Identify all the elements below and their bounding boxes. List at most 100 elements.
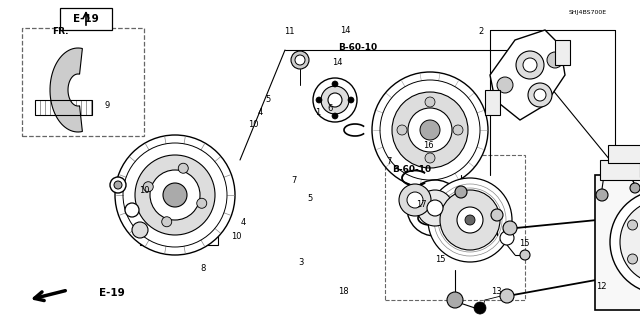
Bar [35, 100, 92, 115]
Circle shape [628, 254, 637, 264]
Text: 7: 7 [291, 176, 296, 185]
Circle shape [474, 302, 486, 314]
Circle shape [135, 155, 215, 235]
Text: 15: 15 [435, 255, 445, 264]
Text: FR.: FR. [52, 27, 69, 36]
Bar [555, 40, 570, 65]
Text: 14: 14 [332, 58, 342, 67]
Text: 9: 9 [105, 101, 110, 110]
Text: 10: 10 [248, 120, 259, 129]
Text: 16: 16 [424, 141, 434, 150]
Circle shape [610, 190, 640, 294]
Circle shape [407, 180, 463, 236]
Circle shape [392, 92, 468, 168]
Text: 2: 2 [479, 27, 484, 36]
Text: 18: 18 [338, 287, 348, 296]
Circle shape [628, 220, 637, 230]
Circle shape [534, 89, 546, 101]
Circle shape [408, 108, 452, 152]
Circle shape [453, 125, 463, 135]
Text: E-19: E-19 [73, 14, 99, 24]
Polygon shape [50, 48, 83, 132]
Text: 10: 10 [139, 186, 149, 195]
Bar [140, 155, 218, 245]
Text: 15: 15 [520, 239, 530, 248]
Circle shape [407, 192, 423, 208]
Circle shape [316, 97, 322, 103]
Circle shape [457, 207, 483, 233]
Circle shape [491, 209, 503, 221]
Circle shape [630, 183, 640, 193]
Text: 12: 12 [596, 282, 607, 291]
Circle shape [447, 292, 463, 308]
Circle shape [313, 78, 357, 122]
Text: 10: 10 [232, 232, 242, 241]
Text: 5: 5 [265, 95, 270, 104]
Circle shape [465, 215, 475, 225]
Circle shape [500, 289, 514, 303]
Text: 4: 4 [241, 218, 246, 227]
Text: 11: 11 [284, 27, 294, 36]
Circle shape [417, 190, 453, 226]
Text: 14: 14 [340, 26, 351, 35]
Circle shape [503, 221, 517, 235]
Text: 13: 13 [491, 287, 501, 296]
Circle shape [596, 189, 608, 201]
Circle shape [455, 186, 467, 198]
Text: E-19: E-19 [99, 288, 125, 298]
Circle shape [399, 184, 431, 216]
Circle shape [420, 120, 440, 140]
Circle shape [328, 93, 342, 107]
Text: 3: 3 [298, 258, 303, 267]
Bar [385, 155, 525, 300]
Text: B-60-10: B-60-10 [392, 165, 431, 174]
Text: 5: 5 [308, 194, 313, 203]
Circle shape [425, 153, 435, 163]
Circle shape [348, 97, 354, 103]
Circle shape [150, 170, 200, 220]
Bar [485, 90, 500, 115]
Circle shape [295, 55, 305, 65]
Circle shape [428, 178, 512, 262]
Circle shape [497, 77, 513, 93]
Circle shape [427, 200, 443, 216]
Circle shape [163, 183, 187, 207]
Circle shape [620, 200, 640, 284]
Bar [595, 175, 640, 310]
Circle shape [332, 81, 338, 87]
Circle shape [332, 113, 338, 119]
Circle shape [115, 135, 235, 255]
Bar [60, 8, 112, 30]
Circle shape [196, 198, 207, 208]
Bar [600, 160, 640, 180]
Circle shape [425, 97, 435, 107]
Text: 7: 7 [387, 157, 392, 166]
Text: B-60-10: B-60-10 [338, 43, 377, 52]
Circle shape [132, 222, 148, 238]
Text: 1: 1 [315, 108, 320, 116]
Circle shape [179, 163, 188, 173]
Circle shape [500, 231, 514, 245]
Circle shape [110, 177, 126, 193]
Circle shape [372, 72, 488, 188]
Circle shape [523, 58, 537, 72]
Circle shape [291, 51, 309, 69]
Circle shape [125, 203, 139, 217]
Text: 4: 4 [257, 108, 262, 116]
Circle shape [162, 217, 172, 227]
Text: 8: 8 [201, 264, 206, 273]
Bar [22, 28, 144, 136]
Text: 6: 6 [328, 104, 333, 113]
Circle shape [143, 182, 153, 192]
Text: 17: 17 [416, 200, 426, 209]
Circle shape [114, 181, 122, 189]
Circle shape [516, 51, 544, 79]
Circle shape [520, 250, 530, 260]
Bar [608, 145, 640, 163]
Circle shape [528, 83, 552, 107]
Circle shape [321, 86, 349, 114]
Circle shape [397, 125, 407, 135]
Text: SHJ4BS700E: SHJ4BS700E [568, 10, 607, 15]
Circle shape [440, 190, 500, 250]
Circle shape [547, 52, 563, 68]
